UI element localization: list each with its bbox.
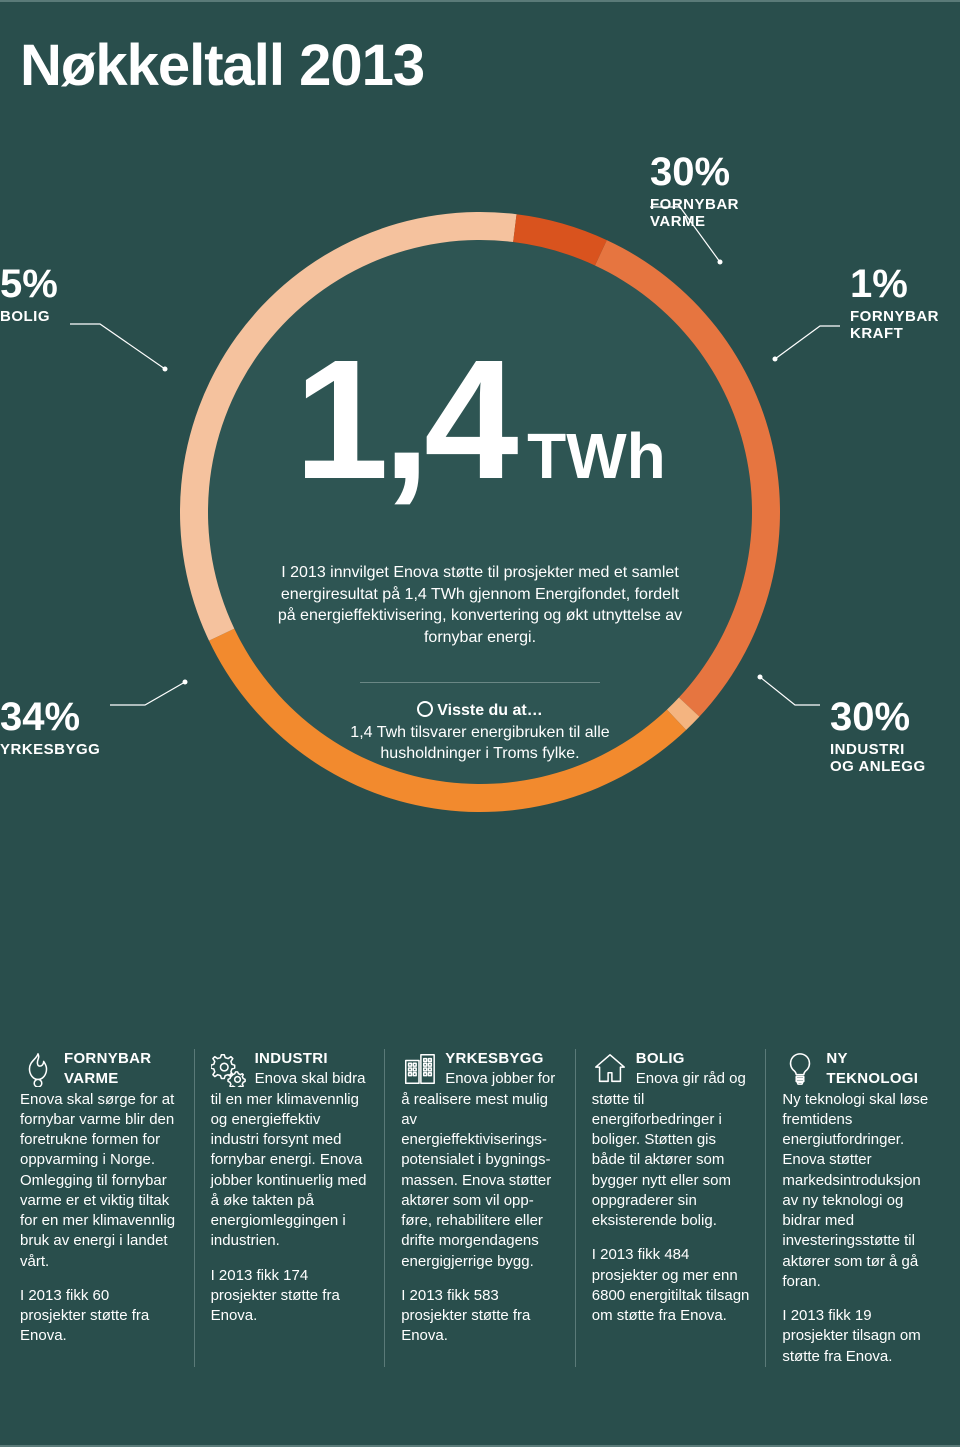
column-body: Enova jobber for å realisere mest mulig … <box>401 1070 555 1269</box>
callout-label: FORNYBARKRAFT <box>850 308 960 342</box>
column-bulb: NY TEKNOLOGINy teknologi skal løse frem­… <box>765 1049 940 1367</box>
callout-pct: 5% <box>0 264 150 304</box>
column-body: Enova gir råd og støtte til energiforbed… <box>592 1070 746 1229</box>
center-value: 1,4 <box>294 352 512 488</box>
fact-box: Visste du at… 1,4 Twh tilsvarer energi­b… <box>320 700 640 765</box>
fact-body: 1,4 Twh tilsvarer energi­bruken til alle… <box>350 724 609 763</box>
callout-bolig: 5% BOLIG <box>0 264 150 325</box>
column-stat: I 2013 fikk 484 prosjekter og mer enn 68… <box>592 1245 750 1326</box>
callout-kraft: 1% FORNYBARKRAFT <box>850 264 960 342</box>
column-building: YRKESBYGGEnova jobber for å realisere me… <box>384 1049 575 1367</box>
callout-label: INDUSTRIOG ANLEGG <box>830 741 960 775</box>
flame-icon <box>20 1051 56 1087</box>
page-title: Nøkkeltall 2013 <box>20 32 424 99</box>
column-stat: I 2013 fikk 583 prosjekter støtte fra En… <box>401 1286 559 1347</box>
callout-yrkes: 34% YRKESBYGG <box>0 697 150 758</box>
column-flame: FORNYBAR VARMEEnova skal sørge for at fo… <box>20 1049 194 1367</box>
callout-pct: 1% <box>850 264 960 304</box>
center-description: I 2013 innvilget Enova støtte til prosje… <box>270 562 690 648</box>
callout-pct: 34% <box>0 697 150 737</box>
column-house: BOLIGEnova gir råd og støtte til energif… <box>575 1049 766 1367</box>
category-columns: FORNYBAR VARMEEnova skal sørge for at fo… <box>20 1049 940 1367</box>
house-icon <box>592 1051 628 1087</box>
center-divider <box>360 682 600 683</box>
callout-label: YRKESBYGG <box>0 741 150 758</box>
column-body: Ny teknologi skal løse frem­tidens energ… <box>782 1091 928 1290</box>
callout-label: FORNYBARVARME <box>650 196 800 230</box>
column-stat: I 2013 fikk 60 prosjekter støtte fra Eno… <box>20 1286 178 1347</box>
center-stat: 1,4 TWh <box>180 352 780 493</box>
callout-varme: 30% FORNYBARVARME <box>650 152 800 230</box>
callout-industri: 30% INDUSTRIOG ANLEGG <box>830 697 960 775</box>
callout-pct: 30% <box>650 152 800 192</box>
column-gears: INDUSTRIEnova skal bidra til en mer klim… <box>194 1049 385 1367</box>
column-body: Enova skal bidra til en mer klimavennlig… <box>211 1070 367 1249</box>
fact-title: Visste du at… <box>417 702 543 719</box>
column-body: Enova skal sørge for at fornybar varme b… <box>20 1091 175 1270</box>
center-unit: TWh <box>527 419 666 493</box>
callout-pct: 30% <box>830 697 960 737</box>
callout-label: BOLIG <box>0 308 150 325</box>
column-stat: I 2013 fikk 174 prosjekter støtte fra En… <box>211 1266 369 1327</box>
gears-icon <box>211 1051 247 1087</box>
building-icon <box>401 1051 437 1087</box>
column-stat: I 2013 fikk 19 prosjekter tilsagn om stø… <box>782 1306 940 1367</box>
bulb-icon <box>782 1051 818 1087</box>
